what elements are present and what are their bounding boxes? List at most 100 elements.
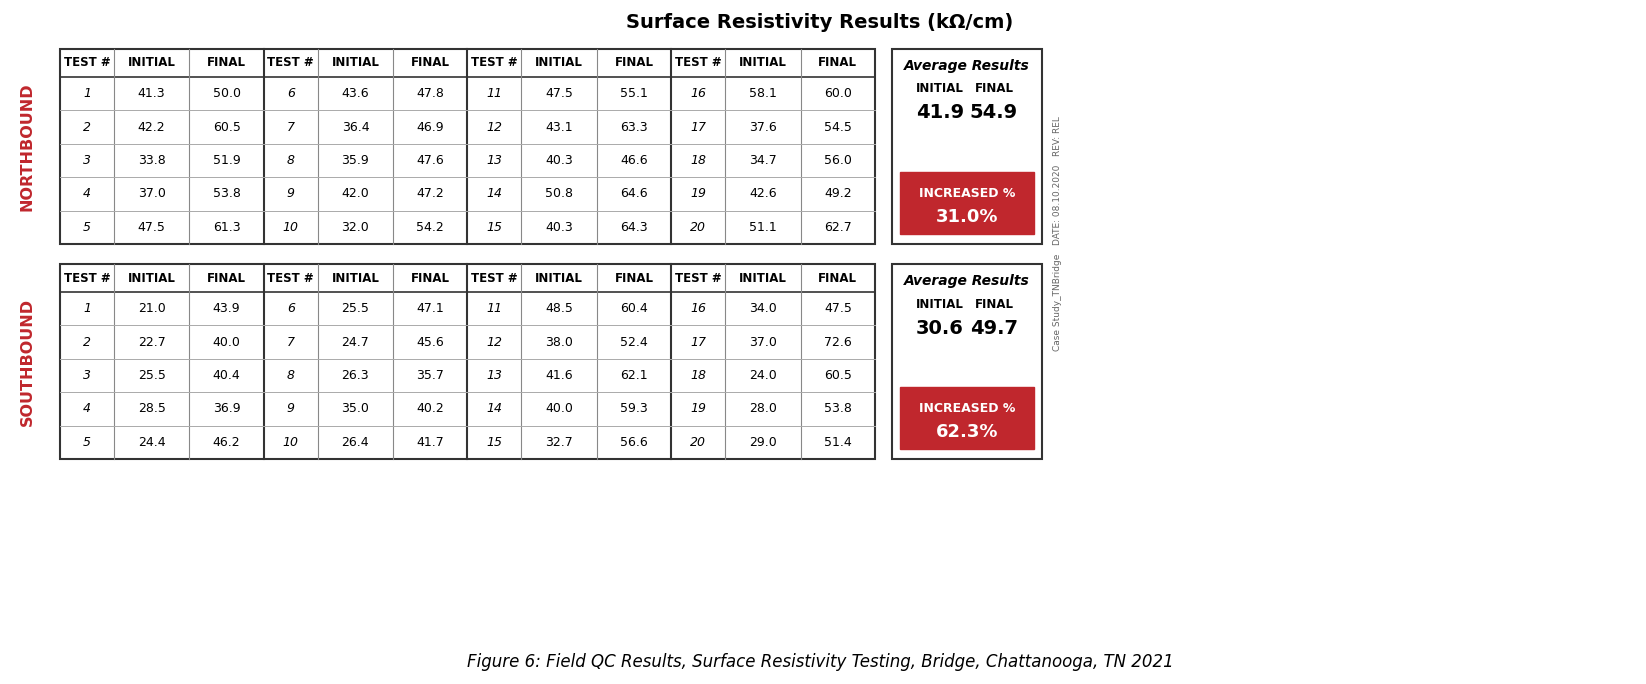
Text: 14: 14: [487, 402, 502, 415]
Text: 33.8: 33.8: [138, 154, 166, 167]
Text: 40.4: 40.4: [212, 369, 240, 382]
Bar: [892, 264, 1042, 459]
Text: NORTHBOUND: NORTHBOUND: [20, 82, 35, 211]
Text: 42.2: 42.2: [138, 120, 166, 133]
Text: 47.5: 47.5: [138, 221, 166, 234]
Text: 16: 16: [690, 87, 706, 100]
Text: 15: 15: [487, 221, 502, 234]
Text: 51.1: 51.1: [749, 221, 777, 234]
Text: 51.9: 51.9: [212, 154, 240, 167]
Text: 38.0: 38.0: [545, 336, 573, 349]
Text: 37.0: 37.0: [138, 187, 166, 200]
Text: 6: 6: [286, 87, 295, 100]
Text: INCREASED %: INCREASED %: [918, 402, 1016, 415]
Text: INITIAL: INITIAL: [128, 272, 176, 285]
Text: 37.0: 37.0: [749, 336, 777, 349]
Text: 10: 10: [283, 436, 298, 449]
Text: 13: 13: [487, 154, 502, 167]
Text: 7: 7: [286, 336, 295, 349]
Text: 19: 19: [690, 187, 706, 200]
Text: 24.7: 24.7: [342, 336, 369, 349]
Text: INITIAL: INITIAL: [128, 57, 176, 70]
Text: 26.3: 26.3: [342, 369, 369, 382]
Text: TEST #: TEST #: [675, 272, 721, 285]
Text: 56.0: 56.0: [825, 154, 851, 167]
Text: 62.3%: 62.3%: [935, 423, 997, 440]
Text: 24.4: 24.4: [138, 436, 166, 449]
Text: 43.6: 43.6: [342, 87, 369, 100]
Text: 35.0: 35.0: [341, 402, 369, 415]
Text: 54.5: 54.5: [825, 120, 851, 133]
Text: INITIAL: INITIAL: [739, 57, 787, 70]
Text: 49.7: 49.7: [969, 319, 1017, 337]
Text: 42.0: 42.0: [342, 187, 369, 200]
Text: 41.9: 41.9: [915, 103, 965, 122]
Text: FINAL: FINAL: [207, 57, 245, 70]
Text: 26.4: 26.4: [342, 436, 369, 449]
Text: 34.7: 34.7: [749, 154, 777, 167]
Text: 41.3: 41.3: [138, 87, 166, 100]
Text: 40.3: 40.3: [545, 154, 573, 167]
Text: 43.1: 43.1: [545, 120, 573, 133]
Text: FINAL: FINAL: [974, 83, 1014, 96]
Text: 35.7: 35.7: [416, 369, 444, 382]
Text: 47.8: 47.8: [416, 87, 444, 100]
Text: 62.1: 62.1: [621, 369, 649, 382]
Text: 37.6: 37.6: [749, 120, 777, 133]
Text: 60.5: 60.5: [212, 120, 240, 133]
Bar: [59, 264, 876, 459]
Text: 17: 17: [690, 336, 706, 349]
Text: INITIAL: INITIAL: [535, 272, 583, 285]
Text: TEST #: TEST #: [471, 272, 518, 285]
Text: 29.0: 29.0: [749, 436, 777, 449]
Text: Surface Resistivity Results (kΩ/cm): Surface Resistivity Results (kΩ/cm): [627, 12, 1014, 31]
Bar: [59, 49, 876, 244]
Text: INCREASED %: INCREASED %: [918, 187, 1016, 200]
Text: 28.0: 28.0: [749, 402, 777, 415]
Text: 20: 20: [690, 436, 706, 449]
Text: 28.5: 28.5: [138, 402, 166, 415]
Text: 50.0: 50.0: [212, 87, 240, 100]
Text: 36.9: 36.9: [212, 402, 240, 415]
Text: 62.7: 62.7: [825, 221, 851, 234]
Text: 17: 17: [690, 120, 706, 133]
Text: 72.6: 72.6: [825, 336, 851, 349]
Text: 25.5: 25.5: [341, 302, 369, 315]
Text: 4: 4: [82, 402, 91, 415]
Text: FINAL: FINAL: [412, 272, 449, 285]
Text: 50.8: 50.8: [545, 187, 573, 200]
Text: 21.0: 21.0: [138, 302, 166, 315]
Text: 43.9: 43.9: [212, 302, 240, 315]
Text: INITIAL: INITIAL: [331, 272, 379, 285]
Text: 42.6: 42.6: [749, 187, 777, 200]
Text: 3: 3: [82, 369, 91, 382]
Text: 60.5: 60.5: [825, 369, 851, 382]
Text: 12: 12: [487, 336, 502, 349]
Text: 36.4: 36.4: [342, 120, 369, 133]
Text: 5: 5: [82, 436, 91, 449]
Text: INITIAL: INITIAL: [739, 272, 787, 285]
Bar: [892, 49, 1042, 244]
Text: Average Results: Average Results: [904, 274, 1030, 288]
Text: 7: 7: [286, 120, 295, 133]
Text: 59.3: 59.3: [621, 402, 649, 415]
Text: 53.8: 53.8: [825, 402, 851, 415]
Text: 46.9: 46.9: [416, 120, 444, 133]
Text: 22.7: 22.7: [138, 336, 166, 349]
Text: 9: 9: [286, 402, 295, 415]
Text: 47.1: 47.1: [416, 302, 444, 315]
Text: Average Results: Average Results: [904, 59, 1030, 73]
Text: 32.0: 32.0: [342, 221, 369, 234]
Text: 18: 18: [690, 154, 706, 167]
Text: 45.6: 45.6: [416, 336, 444, 349]
Text: 64.3: 64.3: [621, 221, 649, 234]
Text: 48.5: 48.5: [545, 302, 573, 315]
Text: 46.6: 46.6: [621, 154, 649, 167]
Text: SOUTHBOUND: SOUTHBOUND: [20, 298, 35, 425]
Text: 10: 10: [283, 221, 298, 234]
Text: 40.0: 40.0: [545, 402, 573, 415]
Text: 40.0: 40.0: [212, 336, 240, 349]
Text: 51.4: 51.4: [825, 436, 851, 449]
Text: 18: 18: [690, 369, 706, 382]
Text: FINAL: FINAL: [818, 272, 858, 285]
